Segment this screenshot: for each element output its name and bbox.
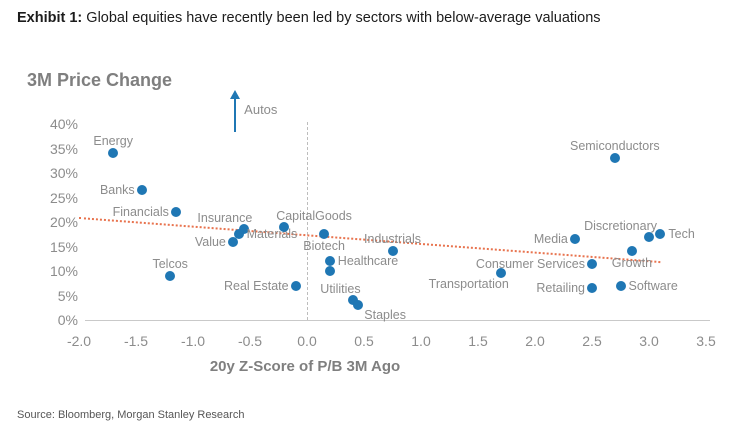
data-point <box>353 300 364 311</box>
data-point <box>279 221 290 232</box>
source-line: Source: Bloomberg, Morgan Stanley Resear… <box>17 409 245 421</box>
x-tick-label: -1.0 <box>180 333 206 349</box>
data-point-label: CapitalGoods <box>276 208 352 223</box>
x-tick-label: -2.0 <box>66 333 92 349</box>
zero-gridline <box>307 122 308 320</box>
data-point-label: Banks <box>99 183 135 198</box>
x-axis-title: 20y Z-Score of P/B 3M Ago <box>209 358 401 375</box>
annotation-label: Autos <box>244 102 278 117</box>
data-point <box>626 246 637 257</box>
data-point <box>495 268 506 279</box>
data-point <box>324 266 335 276</box>
y-tick-label: 15% <box>49 238 78 255</box>
data-point <box>587 283 597 294</box>
data-point-label: Biotech <box>303 239 345 254</box>
data-point <box>290 280 301 291</box>
data-point <box>324 256 335 267</box>
data-point <box>239 224 250 235</box>
data-point <box>136 185 147 196</box>
exhibit-title: Exhibit 1: Global equities have recently… <box>17 8 717 28</box>
x-tick-label: 3.0 <box>639 333 659 349</box>
data-point-label: Software <box>628 278 678 293</box>
data-point-label: Growth <box>611 256 653 271</box>
exhibit-number: Exhibit 1: <box>17 10 83 26</box>
y-axis-title: 3M Price Change <box>27 70 173 90</box>
data-point-label: Retailing <box>536 281 585 296</box>
data-point <box>655 229 666 240</box>
data-point-label: Consumer Services <box>475 256 585 271</box>
data-point <box>387 246 398 257</box>
x-tick-label: 1.5 <box>468 333 488 349</box>
data-point <box>347 295 358 306</box>
y-tick-label: 40% <box>49 116 78 132</box>
x-axis-line <box>85 320 710 321</box>
data-point-label: Transportation <box>428 277 509 292</box>
data-point <box>615 280 626 291</box>
data-point-label: Utilities <box>320 282 361 297</box>
data-point-label: Semiconductors <box>569 139 660 154</box>
data-point <box>569 234 580 245</box>
x-tick-label: -1.5 <box>123 333 149 349</box>
y-tick-label: 5% <box>57 287 78 304</box>
data-point <box>170 207 181 218</box>
data-point-label: Discretionary <box>584 218 657 233</box>
x-tick-label: 2.0 <box>525 333 545 349</box>
data-point <box>108 148 119 159</box>
autos-arrow-shaft <box>234 98 237 132</box>
data-point-label: Materials <box>246 227 298 242</box>
x-tick-label: -0.5 <box>237 333 263 349</box>
y-tick-label: 20% <box>49 214 78 230</box>
data-point <box>165 270 176 281</box>
data-point-label: Industrials <box>364 232 421 247</box>
data-point <box>319 229 330 240</box>
x-tick-label: 3.5 <box>696 333 716 349</box>
data-point-label: Staples <box>364 308 406 323</box>
exhibit-title-text: Global equities have recently been led b… <box>82 10 601 26</box>
data-point-label: Telcos <box>152 256 188 271</box>
data-point-label: Value <box>194 234 226 249</box>
data-point-label: Media <box>533 232 568 247</box>
data-point <box>233 229 244 240</box>
data-point-label: Healthcare <box>337 254 399 269</box>
y-tick-label: 25% <box>49 189 78 206</box>
y-tick-label: 10% <box>49 263 78 279</box>
x-tick-label: 2.5 <box>582 333 602 349</box>
y-tick-label: 30% <box>49 165 78 181</box>
data-point <box>227 236 238 247</box>
x-tick-label: 0.0 <box>297 333 317 349</box>
data-point-label: Insurance <box>197 211 253 226</box>
data-point <box>609 153 620 164</box>
data-point <box>587 258 597 269</box>
y-tick-label: 0% <box>57 312 78 328</box>
autos-up-arrow-icon <box>230 90 241 99</box>
x-tick-label: 1.0 <box>411 333 431 349</box>
data-point-label: Real Estate <box>223 278 289 293</box>
x-tick-label: 0.5 <box>354 333 374 349</box>
data-point-label: Energy <box>93 134 133 149</box>
data-point-label: Financials <box>112 205 169 220</box>
data-point-label: Tech <box>668 227 695 242</box>
data-point <box>644 231 654 242</box>
y-tick-label: 35% <box>49 140 78 157</box>
